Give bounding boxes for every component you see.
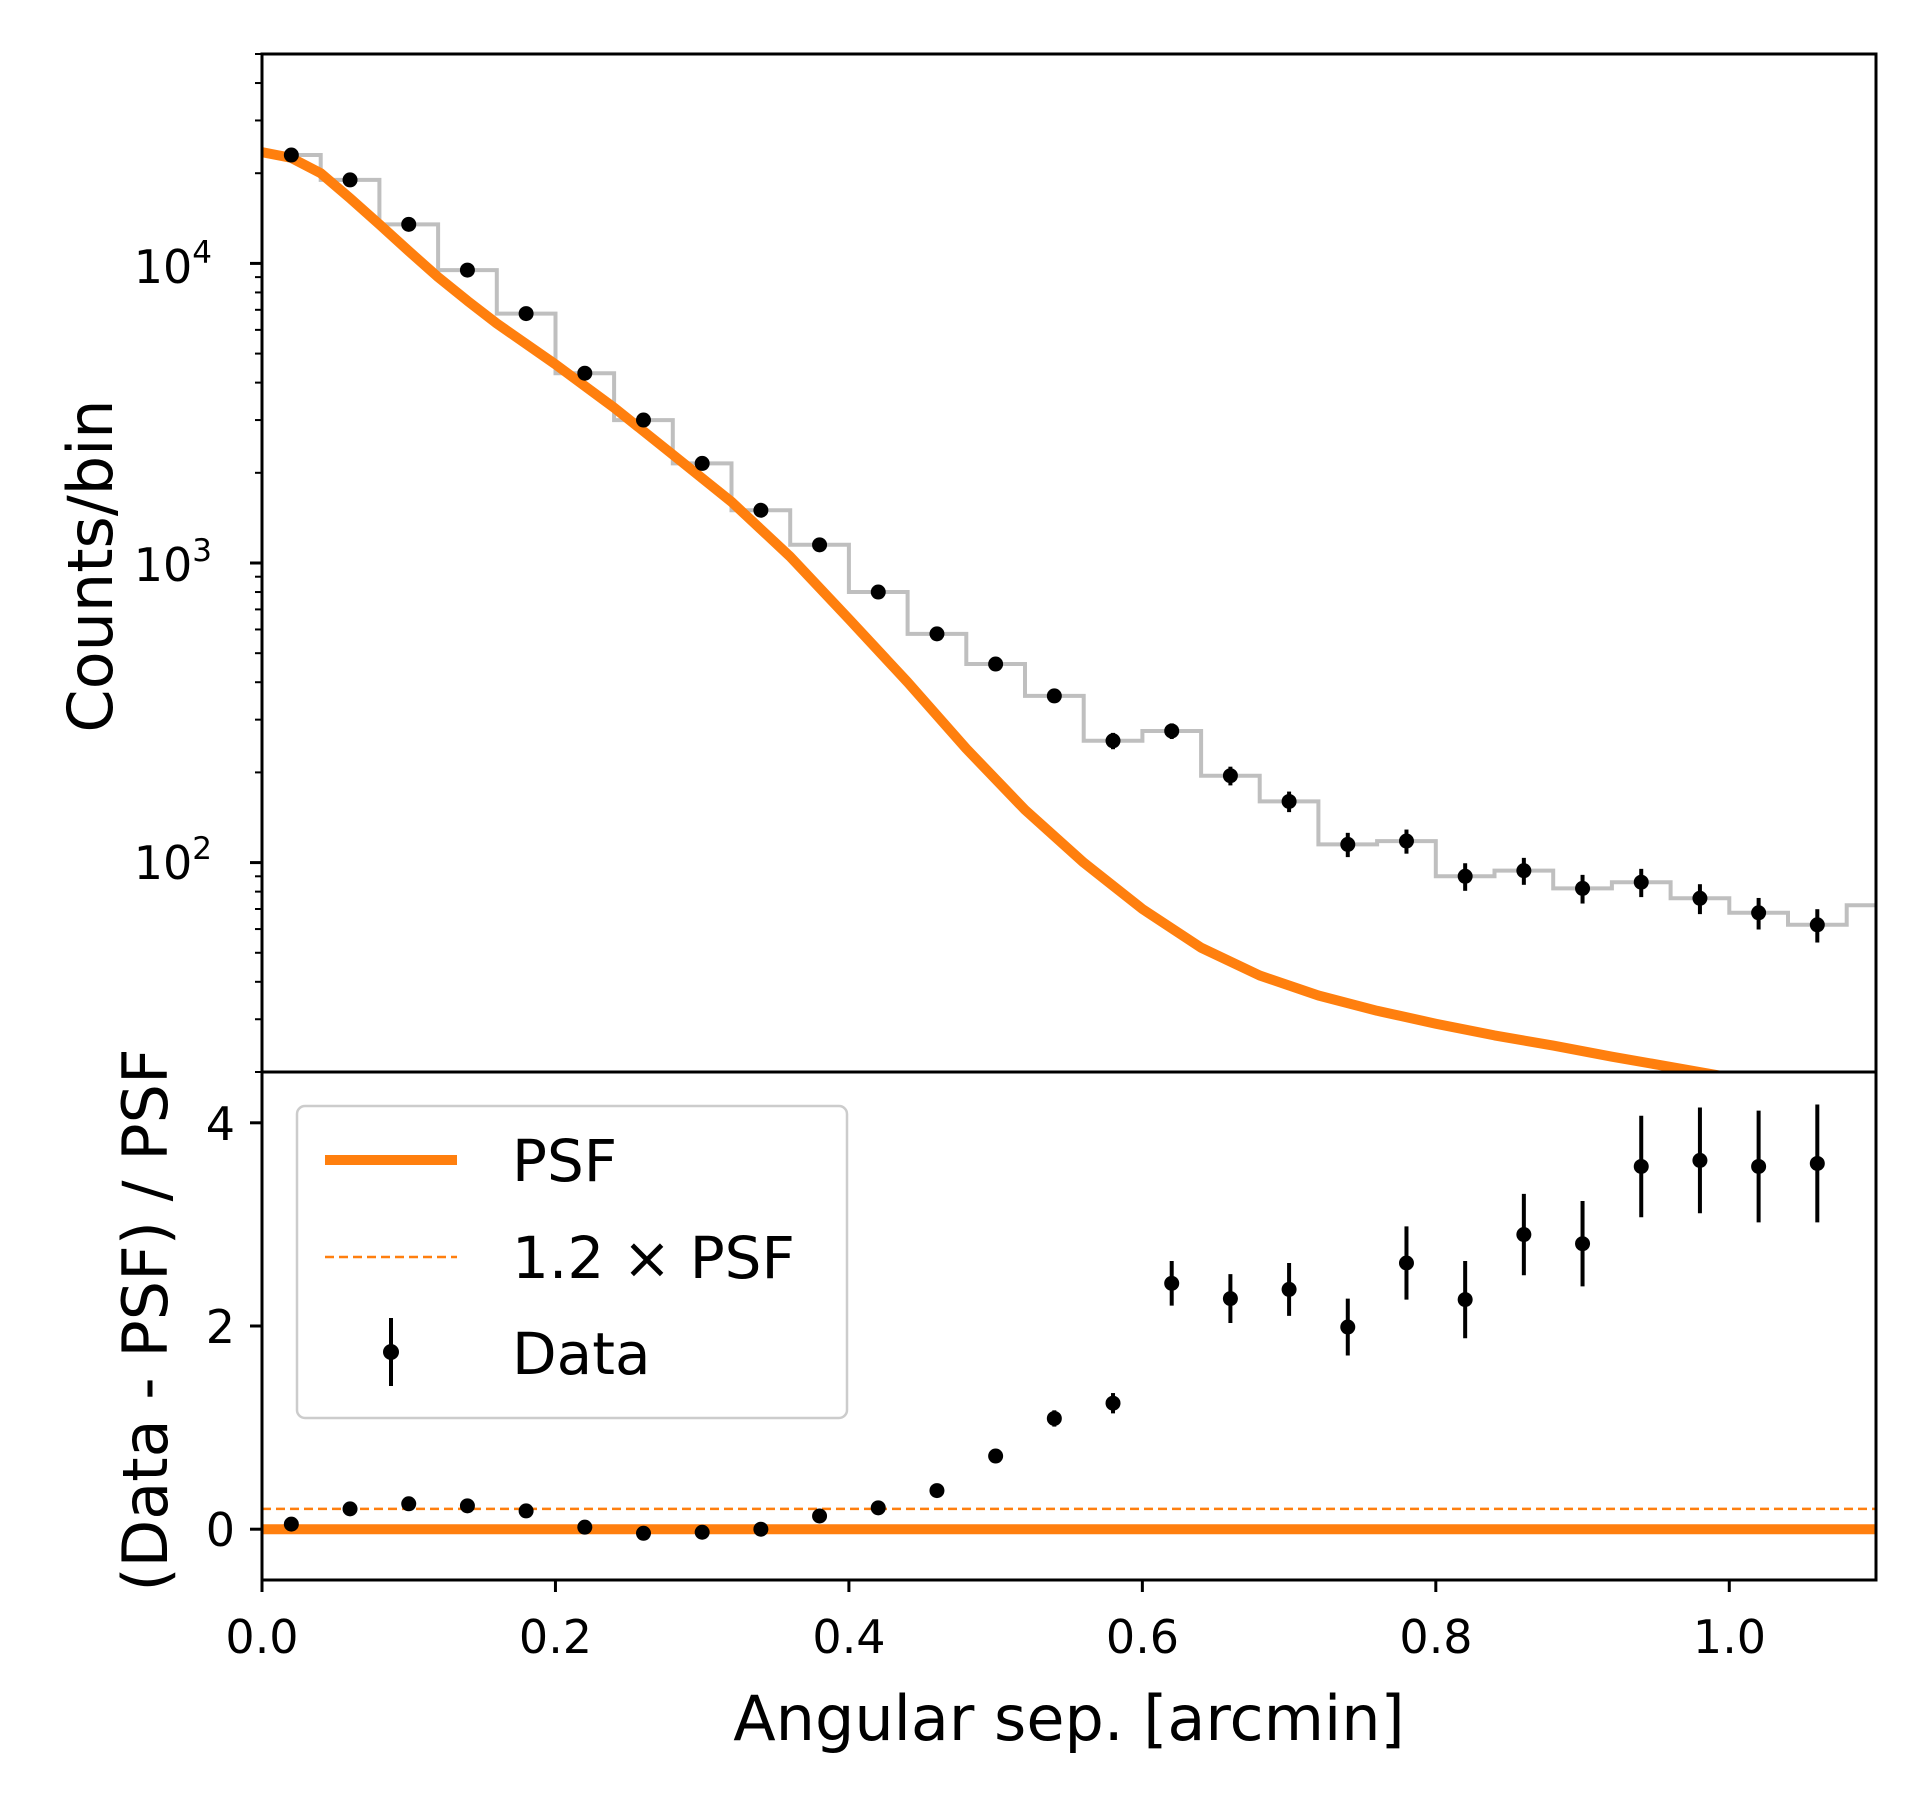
residual-point <box>1516 1227 1532 1243</box>
data-point <box>1046 688 1062 704</box>
top-y-axis-label: Counts/bin <box>54 399 127 732</box>
data-point <box>459 262 475 278</box>
residual-point <box>1809 1155 1825 1171</box>
data-point <box>870 584 886 600</box>
residual-point <box>1575 1236 1591 1252</box>
bottom-y-tick-label: 4 <box>206 1097 235 1151</box>
residual-point <box>1633 1158 1649 1174</box>
data-point <box>1809 917 1825 933</box>
legend-box <box>295 1104 849 1420</box>
residual-point <box>753 1521 769 1537</box>
x-axis-label: Angular sep. [arcmin] <box>733 1682 1405 1755</box>
residual-point <box>459 1498 475 1514</box>
top-y-tick-label: 103 <box>134 533 212 592</box>
bottom-data-points-layer <box>283 1104 1825 1541</box>
data-point <box>1633 874 1649 890</box>
legend-data-label: Data <box>512 1320 651 1388</box>
residual-point <box>929 1483 945 1499</box>
data-point <box>1164 723 1180 739</box>
data-point <box>1281 793 1297 809</box>
data-point <box>342 172 358 188</box>
x-tick-label: 0.8 <box>1399 1610 1472 1664</box>
data-point <box>1751 905 1767 921</box>
residual-point <box>1751 1158 1767 1174</box>
top-psf-layer <box>262 147 1729 1072</box>
x-tick-label: 0.4 <box>812 1610 885 1664</box>
residual-point <box>870 1500 886 1516</box>
residual-point <box>1222 1291 1238 1307</box>
residual-point <box>1105 1395 1121 1411</box>
legend-data-marker <box>383 1344 399 1360</box>
x-tick-label: 0.0 <box>225 1610 298 1664</box>
histogram-step-line <box>262 153 1876 927</box>
top-y-tick-label: 102 <box>134 831 212 890</box>
psf-curve <box>262 147 1729 1072</box>
residual-point <box>1457 1292 1473 1308</box>
residual-point <box>577 1519 593 1535</box>
data-point <box>1457 868 1473 884</box>
residual-point <box>1398 1255 1414 1271</box>
residual-point <box>1164 1275 1180 1291</box>
legend-psf-label: PSF <box>512 1127 617 1195</box>
data-point <box>988 656 1004 672</box>
axis-ticks-layer <box>250 53 1731 1592</box>
bottom-y-tick-label: 2 <box>206 1300 235 1354</box>
top-histogram-layer <box>262 153 1876 927</box>
bottom-y-tick-label: 0 <box>206 1503 235 1557</box>
data-point <box>577 365 593 381</box>
residual-point <box>518 1503 534 1519</box>
residual-point <box>1692 1152 1708 1168</box>
legend-psf-12-label: 1.2 × PSF <box>512 1224 795 1292</box>
data-point <box>694 455 710 471</box>
x-tick-label: 0.6 <box>1106 1610 1179 1664</box>
top-data-points-layer <box>283 147 1825 943</box>
top-y-tick-label: 104 <box>134 235 212 294</box>
data-point <box>401 216 417 232</box>
data-point <box>283 147 299 163</box>
data-point <box>1398 833 1414 849</box>
legend: PSF 1.2 × PSF Data <box>295 1104 849 1420</box>
data-point <box>1105 733 1121 749</box>
data-point <box>1222 768 1238 784</box>
residual-point <box>283 1516 299 1532</box>
residual-point <box>635 1525 651 1541</box>
data-point <box>1340 836 1356 852</box>
data-point <box>1516 863 1532 879</box>
data-point <box>929 626 945 642</box>
data-point <box>1692 890 1708 906</box>
bottom-y-axis-label: (Data - PSF) / PSF <box>109 1048 182 1591</box>
data-point <box>518 306 534 322</box>
data-point <box>1575 880 1591 896</box>
residual-point <box>1281 1281 1297 1297</box>
data-point <box>753 502 769 518</box>
data-point <box>635 412 651 428</box>
residual-point <box>401 1496 417 1512</box>
x-tick-label: 1.0 <box>1693 1610 1766 1664</box>
residual-point <box>1046 1410 1062 1426</box>
residual-point <box>988 1448 1004 1464</box>
residual-point <box>1340 1319 1356 1335</box>
residual-point <box>812 1508 828 1524</box>
residual-point <box>694 1524 710 1540</box>
data-point <box>812 537 828 553</box>
x-tick-label: 0.2 <box>519 1610 592 1664</box>
residual-point <box>342 1501 358 1517</box>
